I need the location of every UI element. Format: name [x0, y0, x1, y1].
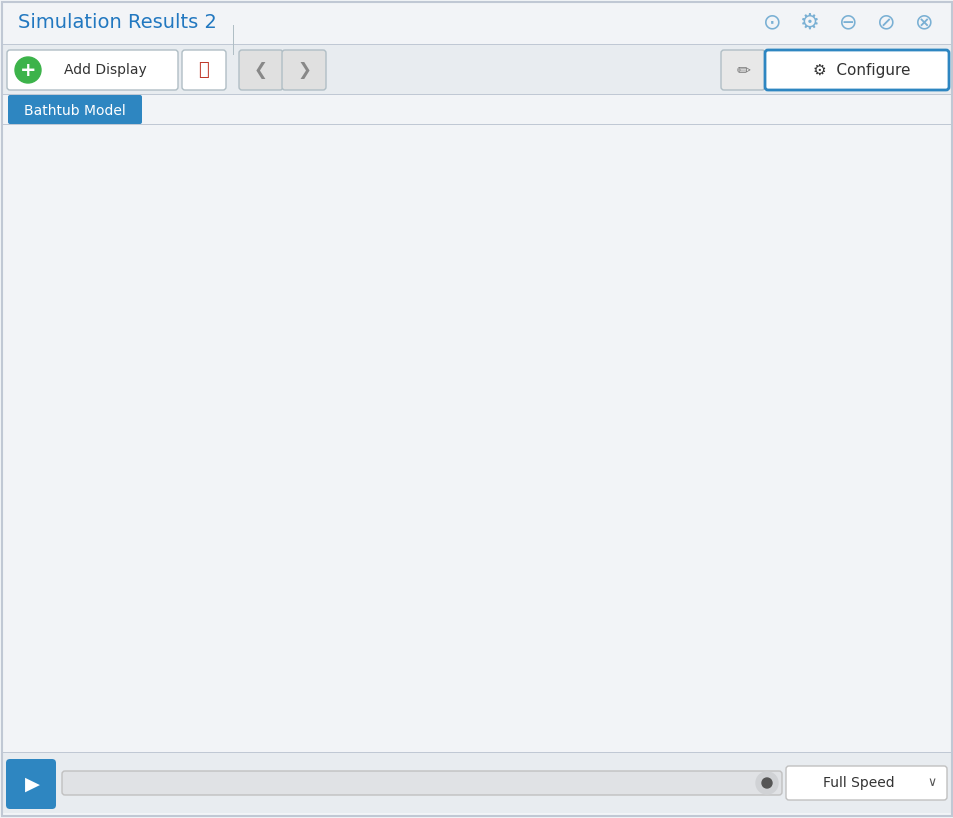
FancyBboxPatch shape: [764, 50, 948, 90]
Text: ⊗: ⊗: [914, 12, 932, 33]
Text: ⚙  Configure: ⚙ Configure: [812, 62, 910, 78]
FancyBboxPatch shape: [239, 50, 283, 90]
Text: ⊘: ⊘: [876, 12, 894, 33]
Text: 🗑: 🗑: [198, 61, 209, 79]
X-axis label: Time (Seconds): Time (Seconds): [448, 782, 567, 797]
FancyBboxPatch shape: [720, 50, 764, 90]
Text: ❮: ❮: [253, 61, 268, 79]
FancyBboxPatch shape: [282, 50, 326, 90]
Text: ∨: ∨: [926, 776, 936, 789]
Bar: [2, 44, 951, 45]
Bar: [2, 124, 951, 125]
Circle shape: [755, 772, 778, 794]
Bar: [2, 45, 951, 95]
Bar: [2, 94, 951, 95]
Bar: [2, 2, 951, 45]
Text: Full Speed: Full Speed: [822, 776, 894, 790]
Text: Simulation Results 2: Simulation Results 2: [18, 13, 216, 32]
Bar: [233, 25, 234, 55]
Circle shape: [761, 778, 771, 788]
FancyBboxPatch shape: [6, 759, 56, 809]
Text: ▶: ▶: [25, 775, 39, 793]
Text: ⊙: ⊙: [761, 12, 781, 33]
Text: +: +: [20, 61, 36, 79]
Text: ⚙: ⚙: [800, 12, 820, 33]
Y-axis label: Bathtub (m^3): Bathtub (m^3): [24, 381, 39, 497]
FancyBboxPatch shape: [62, 771, 781, 795]
Bar: [2, 752, 951, 753]
Text: Bathtub Model: Bathtub Model: [24, 104, 126, 118]
Circle shape: [15, 57, 41, 83]
Bar: [2, 753, 951, 813]
FancyBboxPatch shape: [8, 95, 142, 124]
Text: ⊖: ⊖: [838, 12, 857, 33]
Text: Add Display: Add Display: [64, 63, 146, 77]
FancyBboxPatch shape: [7, 50, 178, 90]
Bar: [2, 95, 951, 125]
FancyBboxPatch shape: [785, 766, 946, 800]
Text: ✏: ✏: [736, 61, 749, 79]
Text: ❯: ❯: [296, 61, 311, 79]
FancyBboxPatch shape: [182, 50, 226, 90]
